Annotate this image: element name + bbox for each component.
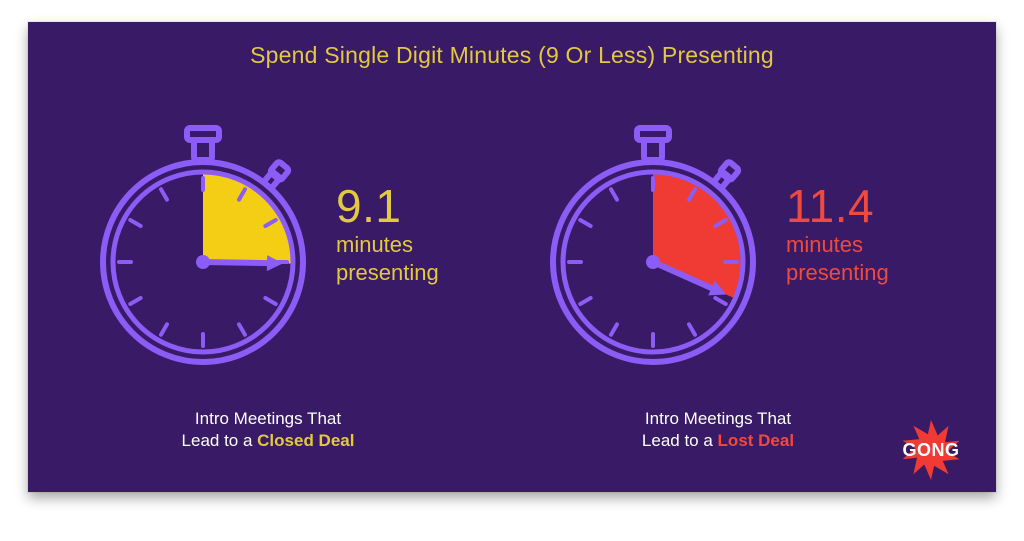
- caption-closed-line1: Intro Meetings That: [195, 409, 341, 428]
- metric-lost-value: 11.4: [786, 182, 986, 230]
- stopwatch-lost: [528, 92, 778, 372]
- gong-logo: GONG: [886, 420, 976, 480]
- svg-text:GONG: GONG: [902, 440, 959, 460]
- caption-lost-line1: Intro Meetings That: [645, 409, 791, 428]
- metric-lost: 11.4 minutes presenting: [786, 182, 986, 285]
- caption-lost-em: Lost Deal: [718, 431, 795, 450]
- panel-closed-deal: 9.1 minutes presenting: [68, 92, 528, 402]
- panel-lost-deal: 11.4 minutes presenting: [518, 92, 978, 402]
- stopwatch-closed-svg: [78, 92, 328, 382]
- infographic-card: Spend Single Digit Minutes (9 Or Less) P…: [28, 22, 996, 492]
- metric-closed: 9.1 minutes presenting: [336, 182, 536, 285]
- stopwatch-lost-svg: [528, 92, 778, 382]
- metric-lost-unit1: minutes: [786, 232, 986, 257]
- headline-title: Spend Single Digit Minutes (9 Or Less) P…: [28, 42, 996, 69]
- caption-closed: Intro Meetings That Lead to a Closed Dea…: [118, 408, 418, 452]
- caption-lost: Intro Meetings That Lead to a Lost Deal: [568, 408, 868, 452]
- metric-lost-unit2: presenting: [786, 260, 986, 285]
- stopwatch-closed: [78, 92, 328, 372]
- caption-lost-line2a: Lead to a: [642, 431, 718, 450]
- metric-closed-value: 9.1: [336, 182, 536, 230]
- gong-logo-svg: GONG: [886, 420, 976, 480]
- metric-closed-unit1: minutes: [336, 232, 536, 257]
- metric-closed-unit2: presenting: [336, 260, 536, 285]
- caption-closed-line2a: Lead to a: [182, 431, 258, 450]
- caption-closed-em: Closed Deal: [257, 431, 354, 450]
